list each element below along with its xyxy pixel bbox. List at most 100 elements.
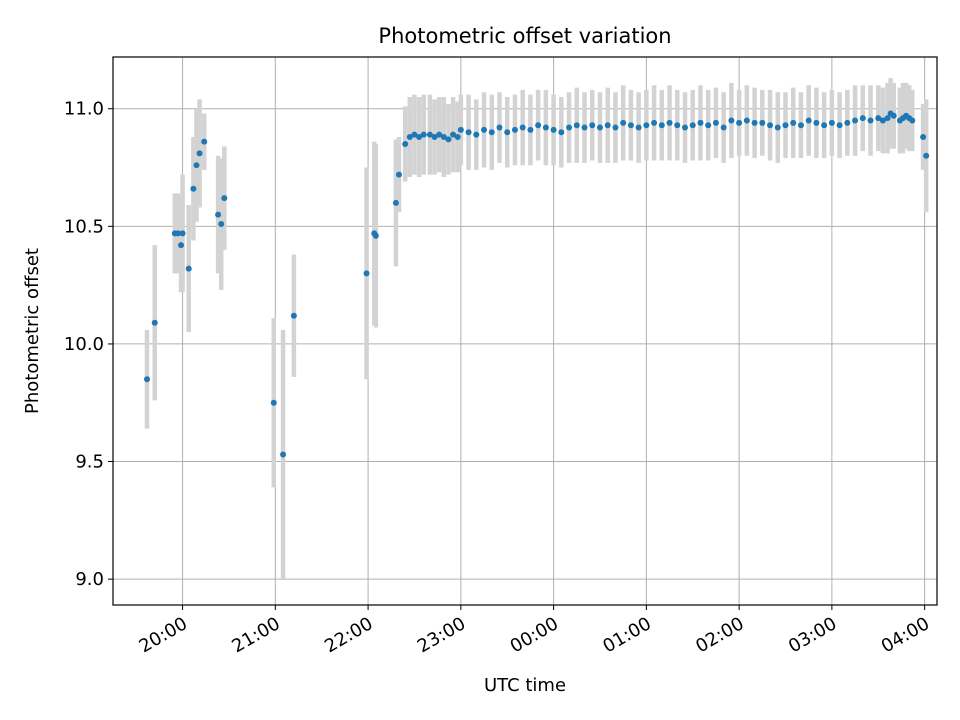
data-point (519, 124, 526, 131)
data-point (651, 119, 658, 126)
data-point (218, 220, 225, 227)
data-point (844, 119, 851, 126)
data-point (440, 133, 447, 140)
data-point (682, 124, 689, 131)
data-point (705, 122, 712, 129)
data-point (488, 129, 495, 136)
data-point (416, 133, 423, 140)
y-tick-label: 10.5 (64, 216, 104, 237)
data-point (193, 162, 200, 169)
data-point (751, 119, 758, 126)
data-point (712, 119, 719, 126)
data-point (465, 129, 472, 136)
data-point (151, 319, 158, 326)
data-point (221, 195, 228, 202)
y-tick-label: 10.0 (64, 334, 104, 355)
data-point (620, 119, 627, 126)
data-point (658, 122, 665, 129)
data-point (743, 117, 750, 124)
y-tick-label: 11.0 (64, 99, 104, 120)
data-point (473, 131, 480, 138)
data-point (215, 211, 222, 218)
data-point (674, 122, 681, 129)
data-point (697, 119, 704, 126)
data-point (884, 115, 891, 122)
data-point (859, 115, 866, 122)
data-point (436, 131, 443, 138)
data-point (190, 185, 197, 192)
data-point (542, 124, 549, 131)
data-point (185, 265, 192, 272)
data-point (363, 270, 370, 277)
data-point (581, 124, 588, 131)
data-point (372, 232, 379, 239)
data-point (535, 122, 542, 129)
data-point (920, 133, 927, 140)
data-point (836, 122, 843, 129)
data-point (454, 133, 461, 140)
data-point (604, 122, 611, 129)
data-point (813, 119, 820, 126)
data-points (144, 110, 930, 458)
data-point (612, 124, 619, 131)
data-point (481, 126, 488, 133)
data-point (457, 126, 464, 133)
data-point (527, 126, 534, 133)
data-point (450, 131, 457, 138)
data-point (566, 124, 573, 131)
data-point (852, 117, 859, 124)
data-point (402, 141, 409, 148)
data-point (774, 124, 781, 131)
y-tick-label: 9.0 (75, 569, 104, 590)
data-point (759, 119, 766, 126)
data-point (270, 399, 277, 406)
data-point (643, 122, 650, 129)
data-point (728, 117, 735, 124)
data-point (144, 376, 151, 383)
data-point (890, 112, 897, 119)
data-point (431, 133, 438, 140)
data-point (426, 131, 433, 138)
chart-title: Photometric offset variation (378, 24, 671, 48)
data-point (875, 115, 882, 122)
data-point (445, 136, 452, 143)
data-point (496, 124, 503, 131)
data-point (558, 129, 565, 136)
data-point (666, 119, 673, 126)
data-point (782, 122, 789, 129)
data-point (689, 122, 696, 129)
data-point (392, 199, 399, 206)
data-point (406, 133, 413, 140)
data-point (879, 117, 886, 124)
data-point (627, 122, 634, 129)
data-point (290, 312, 297, 319)
data-point (504, 129, 511, 136)
data-point (589, 122, 596, 129)
data-point (396, 171, 403, 178)
data-point (511, 126, 518, 133)
data-point (828, 119, 835, 126)
data-point (909, 117, 916, 124)
data-point (805, 117, 812, 124)
data-point (573, 122, 580, 129)
data-point (596, 124, 603, 131)
data-point (736, 119, 743, 126)
y-tick-label: 9.5 (75, 452, 104, 473)
plot-area-frame (112, 56, 938, 606)
data-point (411, 131, 418, 138)
data-point (720, 124, 727, 131)
data-point (797, 122, 804, 129)
data-point (635, 124, 642, 131)
data-point (923, 152, 930, 159)
data-point (178, 242, 185, 249)
data-point (867, 117, 874, 124)
data-point (196, 150, 203, 157)
data-point (179, 230, 186, 237)
data-point (420, 131, 427, 138)
y-axis-label: Photometric offset (22, 248, 43, 414)
data-point (280, 451, 287, 458)
x-axis-label: UTC time (484, 675, 566, 696)
data-point (174, 230, 181, 237)
data-point (550, 126, 557, 133)
